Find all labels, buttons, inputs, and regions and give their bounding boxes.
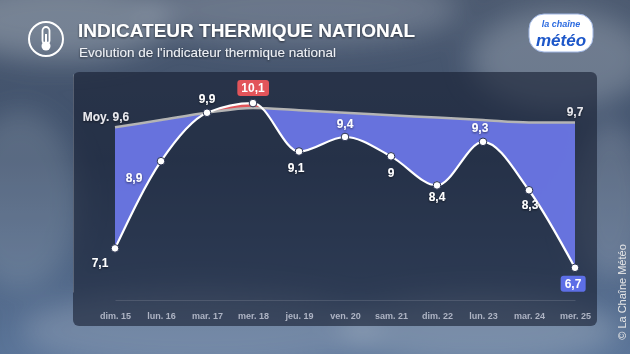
credit: © La Chaîne Météo	[616, 244, 628, 340]
x-tick-label: lun. 16	[147, 311, 176, 321]
data-label-box	[561, 276, 586, 292]
icon-mercury	[45, 34, 47, 45]
point	[111, 245, 119, 253]
point	[433, 182, 441, 190]
x-tick-label: mer. 18	[238, 311, 269, 321]
panel	[73, 72, 597, 326]
point	[157, 157, 165, 165]
chart-svg: INDICATEUR THERMIQUE NATIONAL Evolution d…	[0, 0, 630, 354]
x-tick: mer. 18	[238, 300, 269, 321]
point	[387, 153, 395, 161]
icon-ring	[29, 22, 63, 56]
x-tick-label: jeu. 19	[284, 311, 313, 321]
data-label: 9,4	[337, 117, 354, 131]
point	[479, 138, 487, 146]
x-tick: lun. 23	[469, 300, 498, 321]
x-tick: lun. 16	[147, 300, 176, 321]
chart-root: INDICATEUR THERMIQUE NATIONAL Evolution d…	[0, 0, 630, 354]
y-axis	[73, 75, 74, 293]
y-axis-line	[73, 75, 74, 293]
data-label: 10,1	[241, 81, 265, 95]
point	[571, 264, 579, 272]
x-tick: dim. 22	[422, 300, 453, 321]
x-tick: jeu. 19	[284, 300, 313, 321]
average-label: 9,7	[567, 105, 584, 119]
x-tick-label: mar. 24	[514, 311, 545, 321]
area-above-average	[115, 103, 575, 268]
x-tick: mar. 17	[192, 300, 223, 321]
logo-text: la chaîne	[542, 19, 581, 29]
x-tick-label: sam. 21	[375, 311, 408, 321]
data-label: 9,9	[199, 92, 216, 106]
x-tick: dim. 15	[100, 300, 131, 321]
data-label: 9,3	[472, 121, 489, 135]
x-tick-label: lun. 23	[469, 311, 498, 321]
point	[249, 99, 257, 107]
point	[295, 148, 303, 156]
clouds	[0, 0, 630, 354]
subtitle: Evolution de l'indicateur thermique nati…	[79, 45, 336, 60]
x-tick-label: dim. 22	[422, 311, 453, 321]
point	[525, 186, 533, 194]
point	[203, 109, 211, 117]
data-label: 9,1	[288, 161, 305, 175]
logo: la chaîne météo	[529, 14, 593, 52]
data-label: 8,9	[126, 171, 143, 185]
thermometer-icon	[29, 22, 63, 56]
data-labels: 7,1 8,9 9,9 10,1 9,1 9,4 9 8,4 9,3 8,3 6,7 Moy. 9,6…	[83, 80, 586, 292]
x-tick: sam. 21	[375, 300, 408, 321]
x-tick-label: ven. 20	[330, 311, 361, 321]
plot-area	[111, 99, 579, 271]
x-axis: dim. 15 lun. 16 mar. 17 mer. 18 jeu. 19 ven. …	[100, 300, 591, 321]
data-label: 6,7	[565, 277, 582, 291]
data-label-box	[237, 80, 269, 96]
point	[341, 133, 349, 141]
average-label: Moy. 9,6	[83, 110, 130, 124]
logo-text: météo	[536, 31, 586, 50]
area-below-average	[115, 103, 575, 268]
logo-badge	[529, 14, 593, 52]
x-tick: ven. 20	[330, 300, 361, 321]
cloud	[0, 110, 80, 290]
data-label: 8,4	[429, 190, 446, 204]
x-tick: mar. 24	[514, 300, 545, 321]
data-label: 7,1	[92, 256, 109, 270]
data-label: 8,3	[522, 198, 539, 212]
x-axis-line	[116, 300, 576, 301]
data-label: 9	[388, 166, 395, 180]
x-tick-label: mar. 17	[192, 311, 223, 321]
x-tick-label: dim. 15	[100, 311, 131, 321]
x-tick-label: mer. 25	[560, 311, 591, 321]
title: INDICATEUR THERMIQUE NATIONAL	[78, 20, 415, 41]
value-line	[115, 103, 575, 268]
icon-tube	[43, 27, 50, 44]
x-tick: mer. 25	[560, 300, 591, 321]
